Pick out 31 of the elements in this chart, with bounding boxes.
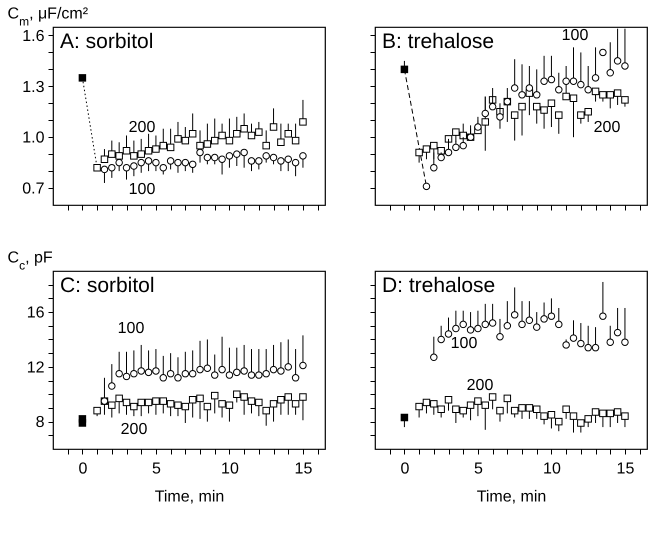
x-tick-label: 5 <box>474 460 483 478</box>
x-tick-label: 15 <box>616 460 634 478</box>
x-tick-label: 0 <box>78 460 88 478</box>
x-tick-label: 10 <box>221 460 239 478</box>
annotation: 100 <box>562 27 588 44</box>
annotation: 100 <box>450 335 478 352</box>
x-tick-label: 15 <box>294 460 312 478</box>
y-tick-label: 1.6 <box>22 28 45 45</box>
y-axis-title: C$_{m}$, μF/cm² <box>8 6 89 28</box>
x-axis-title: Time, min <box>476 488 546 506</box>
y-tick-label: 1.3 <box>22 78 45 96</box>
y-tick-label: 1.0 <box>22 130 45 147</box>
x-tick-label: 0 <box>400 460 410 478</box>
x-tick-label: 10 <box>543 460 561 478</box>
chart-title: C: sorbitol <box>60 274 155 297</box>
chart-title: A: sorbitol <box>60 30 154 53</box>
x-axis-title: Time, min <box>154 488 224 506</box>
chart-title: B: trehalose <box>382 30 494 53</box>
annotation: 200 <box>120 421 148 438</box>
annotation: 200 <box>466 377 494 394</box>
annotation: 100 <box>118 320 144 337</box>
annotation: 100 <box>128 181 156 198</box>
chart-title: D: trehalose <box>382 274 496 297</box>
y-tick-label: 12 <box>26 359 45 376</box>
annotation: 200 <box>128 119 156 136</box>
y-tick-label: 16 <box>26 304 45 322</box>
x-tick-label: 5 <box>152 460 161 478</box>
y-tick-label: 0.7 <box>22 180 45 198</box>
y-axis-title: C$_{c}$, pF <box>8 250 53 272</box>
annotation: 200 <box>594 119 620 136</box>
y-tick-label: 8 <box>36 414 45 432</box>
